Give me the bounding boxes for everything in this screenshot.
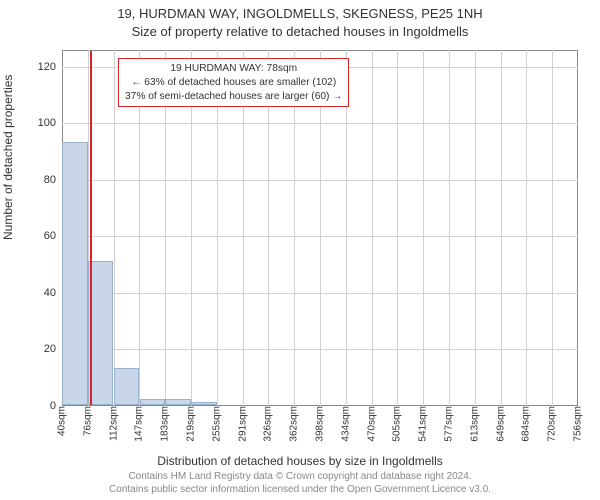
x-tick-label: 505sqm: [392, 406, 403, 442]
x-tick-label: 40sqm: [57, 406, 68, 436]
x-tick-label: 326sqm: [263, 406, 274, 442]
title-line-1: 19, HURDMAN WAY, INGOLDMELLS, SKEGNESS, …: [0, 6, 600, 21]
x-tick-label: 720sqm: [547, 406, 558, 442]
credits-line-1: Contains HM Land Registry data © Crown c…: [0, 470, 600, 483]
annotation-line: 19 HURDMAN WAY: 78sqm: [125, 62, 342, 76]
x-tick-label: 291sqm: [237, 406, 248, 442]
credits-line-2: Contains public sector information licen…: [0, 483, 600, 496]
histogram-bar: [114, 368, 139, 405]
x-tick-label: 470sqm: [366, 406, 377, 442]
x-tick-label: 684sqm: [521, 406, 532, 442]
x-tick-label: 577sqm: [444, 406, 455, 442]
x-axis-label: Distribution of detached houses by size …: [0, 454, 600, 468]
x-tick-label: 541sqm: [418, 406, 429, 442]
x-tick-label: 756sqm: [573, 406, 584, 442]
y-tick-label: 100: [38, 117, 62, 129]
credits: Contains HM Land Registry data © Crown c…: [0, 470, 600, 496]
y-tick-label: 60: [44, 230, 62, 242]
annotation-box: 19 HURDMAN WAY: 78sqm← 63% of detached h…: [118, 58, 349, 107]
annotation-line: 37% of semi-detached houses are larger (…: [125, 90, 342, 104]
x-tick-label: 255sqm: [211, 406, 222, 442]
gridline-v: [501, 50, 502, 406]
x-tick-label: 76sqm: [82, 406, 93, 436]
gridline-v: [475, 50, 476, 406]
y-tick-label: 20: [44, 343, 62, 355]
gridline-v: [397, 50, 398, 406]
y-tick-label: 120: [38, 61, 62, 73]
y-tick-label: 80: [44, 174, 62, 186]
y-tick-label: 40: [44, 287, 62, 299]
reference-line: [90, 51, 92, 405]
x-tick-label: 147sqm: [134, 406, 145, 442]
histogram-bar: [191, 402, 216, 405]
x-tick-label: 362sqm: [289, 406, 300, 442]
histogram-bar: [140, 399, 165, 405]
x-tick-label: 434sqm: [340, 406, 351, 442]
y-axis-label: Number of detached properties: [1, 75, 15, 240]
histogram-bar: [165, 399, 190, 405]
x-tick-label: 183sqm: [160, 406, 171, 442]
x-tick-label: 112sqm: [108, 406, 119, 441]
gridline-v: [526, 50, 527, 406]
gridline-v: [423, 50, 424, 406]
plot-area: 02040608010012040sqm76sqm112sqm147sqm183…: [62, 50, 578, 406]
x-tick-label: 649sqm: [495, 406, 506, 442]
gridline-v: [372, 50, 373, 406]
x-tick-label: 398sqm: [315, 406, 326, 442]
title-line-2: Size of property relative to detached ho…: [0, 24, 600, 39]
chart-container: 19, HURDMAN WAY, INGOLDMELLS, SKEGNESS, …: [0, 0, 600, 500]
x-tick-label: 219sqm: [186, 406, 197, 442]
gridline-v: [552, 50, 553, 406]
x-tick-label: 613sqm: [469, 406, 480, 442]
histogram-bar: [62, 142, 87, 405]
gridline-v: [449, 50, 450, 406]
annotation-line: ← 63% of detached houses are smaller (10…: [125, 76, 342, 90]
gridline-v: [114, 50, 115, 406]
